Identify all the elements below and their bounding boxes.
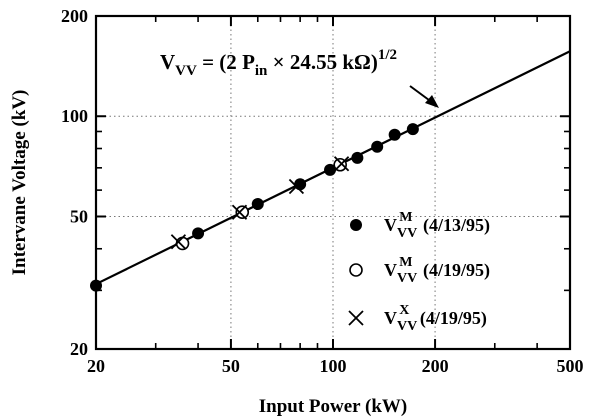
legend-marker-2 bbox=[349, 263, 363, 277]
legend-sub: VV bbox=[397, 319, 417, 334]
arrow-head bbox=[425, 95, 439, 108]
formula-v-sub: VV bbox=[175, 63, 197, 79]
x-tick-label: 200 bbox=[422, 356, 449, 376]
formula-exponent: 1/2 bbox=[378, 47, 397, 63]
x-tick-label: 100 bbox=[320, 356, 347, 376]
x-marker-stroke bbox=[231, 204, 248, 220]
x-marker-stroke bbox=[288, 178, 305, 195]
legend-v: V bbox=[384, 260, 397, 280]
formula-v: V bbox=[160, 50, 175, 74]
x-tick-label: 50 bbox=[222, 356, 240, 376]
legend-sub: VV bbox=[397, 271, 417, 286]
x-marker-stroke bbox=[348, 310, 364, 326]
data-point-series-2 bbox=[235, 205, 250, 220]
formula-p: P bbox=[242, 50, 255, 74]
legend-marker-1 bbox=[350, 219, 362, 231]
y-tick-label: 20 bbox=[70, 339, 88, 359]
x-marker-stroke bbox=[170, 234, 187, 250]
formula-arrow bbox=[409, 85, 439, 108]
legend-label-2: VVVM (4/19/95) bbox=[384, 255, 490, 286]
legend-marker-3 bbox=[348, 310, 364, 326]
legend-sub: VV bbox=[397, 226, 417, 241]
data-point-series-1 bbox=[351, 151, 364, 164]
y-tick-label: 200 bbox=[61, 6, 88, 26]
data-point-series-1 bbox=[388, 128, 401, 141]
data-point-series-3 bbox=[231, 204, 248, 220]
data-point-series-1 bbox=[406, 123, 419, 136]
legend-date: (4/19/95) bbox=[415, 308, 487, 329]
data-point-series-3 bbox=[288, 178, 305, 195]
data-point-series-1 bbox=[371, 140, 384, 153]
legend-date: (4/19/95) bbox=[418, 260, 490, 281]
grid bbox=[96, 16, 570, 349]
x-tick-label: 500 bbox=[557, 356, 584, 376]
data-point-series-1 bbox=[294, 178, 307, 191]
x-marker-stroke bbox=[333, 156, 350, 172]
data-point-series-1 bbox=[192, 227, 205, 240]
legend: VVVM (4/13/95)VVVM (4/19/95)VVVX (4/19/9… bbox=[348, 210, 490, 334]
legend-label-1: VVVM (4/13/95) bbox=[384, 210, 490, 241]
legend-sup: X bbox=[399, 303, 409, 318]
tick-labels: 20 50 100 200 500 20 50 100 200 bbox=[61, 6, 584, 376]
legend-v: V bbox=[384, 215, 397, 235]
axis-ticks bbox=[95, 15, 571, 350]
data-point-series-1 bbox=[251, 198, 264, 211]
legend-label-3: VVVX (4/19/95) bbox=[384, 303, 487, 334]
formula-rest: × 24.55 kΩ) bbox=[267, 50, 377, 74]
y-tick-label: 50 bbox=[70, 206, 88, 226]
data-point-series-1 bbox=[324, 163, 337, 176]
legend-date: (4/13/95) bbox=[418, 215, 490, 236]
axis-titles: Input Power (kW) Intervane Voltage (kV) bbox=[9, 90, 407, 417]
legend-v: V bbox=[384, 308, 397, 328]
x-tick-label: 20 bbox=[87, 356, 105, 376]
formula-p-sub: in bbox=[255, 63, 268, 79]
x-axis-title: Input Power (kW) bbox=[259, 396, 408, 417]
data-point-series-3 bbox=[170, 234, 187, 250]
y-tick-label: 100 bbox=[61, 106, 88, 126]
formula-annotation: VVV = (2 Pin × 24.55 kΩ)1/2 bbox=[160, 47, 439, 108]
data-points bbox=[90, 123, 419, 292]
y-axis-title: Intervane Voltage (kV) bbox=[9, 90, 30, 276]
legend-sup: M bbox=[399, 255, 412, 270]
data-point-series-2 bbox=[175, 236, 190, 251]
fit-formula: VVV = (2 Pin × 24.55 kΩ)1/2 bbox=[160, 47, 397, 79]
legend-sup: M bbox=[399, 210, 412, 225]
data-point-series-3 bbox=[333, 156, 350, 172]
formula-eq: = (2 bbox=[197, 50, 242, 74]
